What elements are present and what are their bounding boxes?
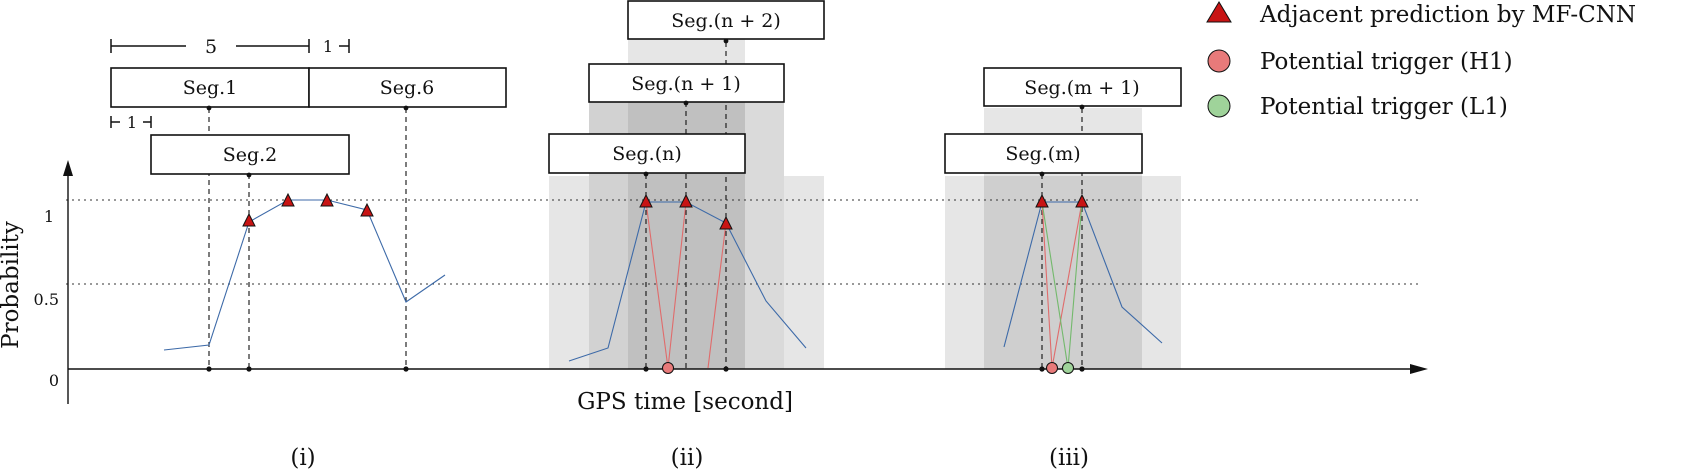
span-one-top-label: 1 xyxy=(323,37,333,56)
triangle-icon xyxy=(719,215,733,230)
seg-n-box xyxy=(548,133,746,174)
seg-2-label: Seg.2 xyxy=(223,144,278,166)
span-one-left-label: 1 xyxy=(127,113,137,132)
seg-6-box xyxy=(308,67,507,108)
panel-iii-label: (iii) xyxy=(1049,445,1089,471)
axes xyxy=(63,160,1428,404)
x-axis-label: GPS time [second] xyxy=(577,389,793,415)
panel-iii-segments: Seg.(m + 1) Seg.(m) xyxy=(944,67,1182,177)
seg-m1-box xyxy=(983,67,1182,107)
seg-m-label: Seg.(m) xyxy=(1005,143,1080,165)
legend-h1-circle-icon xyxy=(1207,49,1231,73)
x-axis-ticks xyxy=(206,366,1085,372)
triangle-icon xyxy=(1035,193,1049,208)
seg-1-box xyxy=(110,67,310,108)
seg-6-label: Seg.6 xyxy=(380,77,435,99)
y-tick-1: 1 xyxy=(44,207,54,226)
triangle-icon xyxy=(1075,193,1089,208)
x-axis-arrow-icon xyxy=(1410,364,1428,374)
triangle-icon xyxy=(639,193,653,208)
trigger-h1-marker xyxy=(1046,362,1058,374)
triangle-icon xyxy=(281,192,295,207)
trigger-h1-marker xyxy=(662,362,674,374)
y-axis-label: Probability xyxy=(0,221,24,349)
panel-i-segments: Seg.1 Seg.6 Seg.2 xyxy=(110,67,507,178)
shade-right xyxy=(745,100,784,369)
seg-n-label: Seg.(n) xyxy=(612,143,682,165)
legend-adjacent-prediction: Adjacent prediction by MF-CNN xyxy=(1259,2,1636,28)
seg-n1-box xyxy=(588,63,785,103)
y-tick-0: 0 xyxy=(49,371,59,390)
triangle-icon xyxy=(242,212,256,227)
panel-ii-label: (ii) xyxy=(671,445,704,471)
curve-panel-i xyxy=(163,199,446,351)
seg-n1-label: Seg.(n + 1) xyxy=(631,73,741,95)
legend-trigger-h1: Potential trigger (H1) xyxy=(1260,49,1513,75)
legend-l1-circle-icon xyxy=(1207,94,1231,118)
seg-n2-label: Seg.(n + 2) xyxy=(671,10,781,32)
seg-m-box xyxy=(944,133,1143,174)
dimension-annotations: 5 1 1 xyxy=(110,36,350,132)
triangle-icon xyxy=(679,193,693,208)
triangle-icon xyxy=(320,192,334,207)
adjacent-prediction-markers xyxy=(242,192,1089,230)
panel-ii-segments: Seg.(n + 2) Seg.(n + 1) Seg.(n) xyxy=(548,0,825,177)
seg-1-label: Seg.1 xyxy=(183,77,238,99)
panel-i-label: (i) xyxy=(290,445,315,471)
trigger-l1-marker xyxy=(1062,362,1074,374)
legend-triangle-icon xyxy=(1206,1,1232,23)
triangle-icon xyxy=(360,202,374,217)
y-axis-arrow-icon xyxy=(63,160,73,176)
shade-overlap-m xyxy=(984,176,1142,369)
seg-n2-box xyxy=(627,0,825,40)
seg-m1-label: Seg.(m + 1) xyxy=(1024,77,1139,99)
trigger-lines xyxy=(645,201,1083,369)
legend-trigger-l1: Potential trigger (L1) xyxy=(1260,94,1508,120)
span-five-label: 5 xyxy=(205,36,217,58)
legend: Adjacent prediction by MF-CNN Potential … xyxy=(1206,1,1636,120)
y-tick-05: 0.5 xyxy=(34,290,59,309)
